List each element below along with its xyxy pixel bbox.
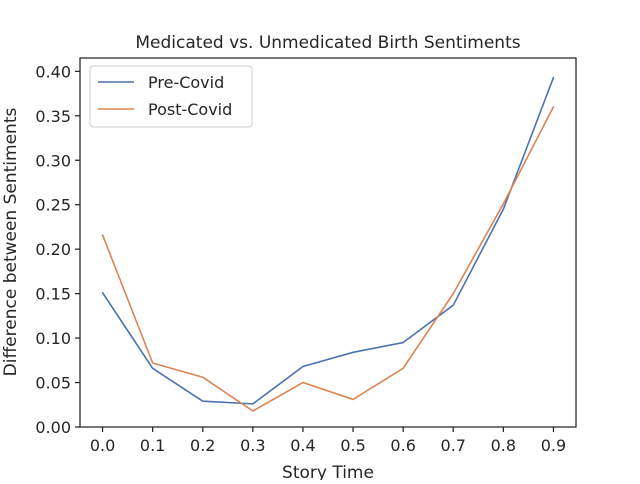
legend: Pre-Covid Post-Covid [90,66,252,127]
y-tick-label: 0.15 [35,285,71,304]
y-tick-label: 0.20 [35,240,71,259]
series-lines [103,78,554,411]
y-tick-label: 0.00 [35,418,71,437]
series-line-post-covid [103,107,554,411]
y-tick-label: 0.35 [35,107,71,126]
y-axis-ticks: 0.00 0.05 0.10 0.15 0.20 0.25 0.30 0.35 0.40 [35,62,80,437]
y-tick-label: 0.30 [35,151,71,170]
x-tick-label: 0.9 [541,436,566,455]
x-tick-label: 0.0 [90,436,115,455]
x-tick-label: 0.5 [340,436,365,455]
x-tick-label: 0.8 [491,436,516,455]
x-tick-label: 0.7 [441,436,466,455]
chart-title: Medicated vs. Unmedicated Birth Sentimen… [135,33,520,53]
y-tick-label: 0.05 [35,374,71,393]
y-tick-label: 0.10 [35,329,71,348]
x-axis-label: Story Time [282,463,374,480]
x-tick-label: 0.2 [190,436,215,455]
y-tick-label: 0.40 [35,62,71,81]
y-axis-label: Difference between Sentiments [1,108,21,377]
y-tick-label: 0.25 [35,196,71,215]
x-tick-label: 0.1 [140,436,165,455]
x-axis-ticks: 0.0 0.1 0.2 0.3 0.4 0.5 0.6 0.7 0.8 0.9 [90,427,566,455]
legend-label-pre-covid: Pre-Covid [148,73,224,92]
x-tick-label: 0.4 [290,436,315,455]
legend-label-post-covid: Post-Covid [148,100,232,119]
x-tick-label: 0.3 [240,436,265,455]
x-tick-label: 0.6 [390,436,415,455]
